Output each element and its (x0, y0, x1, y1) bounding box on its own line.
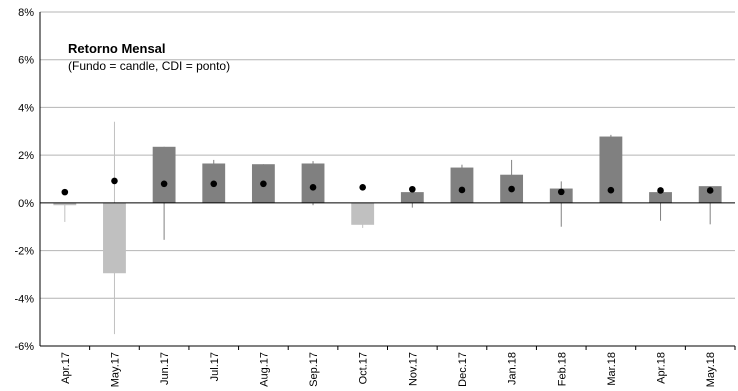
cdi-point (557, 188, 565, 196)
x-tick-label: Aug.17 (258, 352, 270, 387)
cdi-point (111, 177, 118, 185)
x-tick-label: Jun.17 (159, 352, 171, 385)
fund-candles (53, 121, 722, 335)
x-tick-label: Mar.18 (606, 352, 618, 386)
cdi-point (706, 187, 714, 194)
cdi-point (359, 184, 366, 191)
x-tick-label: Feb.18 (556, 352, 568, 386)
x-tick-label: May.18 (705, 352, 717, 387)
y-axis-tick-labels: -6% -4% -2% 0% 2% 4% 6% 8% (14, 7, 34, 353)
x-tick-label: Sep.17 (308, 352, 320, 387)
cdi-points (61, 177, 714, 196)
x-tick-label: Dec.17 (457, 352, 469, 387)
candle-body (450, 167, 474, 203)
y-tick-label: -2% (14, 246, 34, 258)
candle-body (400, 192, 424, 203)
x-axis-tick-labels: Apr.17 May.17 Jun.17 Jul.17 Aug.17 Sep.17 Oct.… (60, 346, 736, 387)
cdi-point (160, 180, 168, 188)
candle-body (103, 202, 126, 274)
y-tick-label: -4% (14, 293, 34, 305)
y-tick-label: 6% (18, 55, 34, 67)
cdi-point (607, 186, 615, 194)
candle-body (53, 202, 77, 206)
cdi-point (508, 185, 515, 193)
candle-body (649, 192, 672, 203)
x-tick-label: Apr.17 (60, 352, 72, 384)
cdi-point (657, 187, 664, 194)
chart-subtitle: (Fundo = candle, CDI = ponto) (68, 59, 230, 73)
cdi-point (458, 186, 466, 194)
cdi-point (210, 180, 218, 188)
x-tick-label: Jul.17 (209, 352, 221, 381)
x-tick-label: Jan.18 (507, 352, 519, 385)
candle-body (152, 146, 176, 203)
y-tick-label: 2% (18, 150, 34, 162)
x-tick-label: Oct.17 (358, 352, 370, 384)
candle-body (599, 136, 623, 203)
cdi-point (309, 184, 317, 191)
candle-body (351, 202, 375, 225)
x-tick-label: May.17 (109, 352, 121, 387)
cdi-point (409, 185, 416, 193)
x-tick-label: Nov.17 (407, 352, 419, 386)
candle-body (698, 186, 722, 203)
x-tick-label: Apr.18 (656, 352, 668, 384)
y-tick-label: -6% (14, 341, 34, 353)
y-tick-label: 4% (18, 102, 34, 114)
chart-title: Retorno Mensal (68, 41, 166, 56)
cdi-point (61, 188, 69, 196)
candle-body (549, 188, 573, 203)
y-tick-label: 0% (18, 198, 34, 210)
candle-body (301, 163, 325, 203)
cdi-point (260, 180, 267, 188)
y-tick-label: 8% (18, 7, 34, 19)
